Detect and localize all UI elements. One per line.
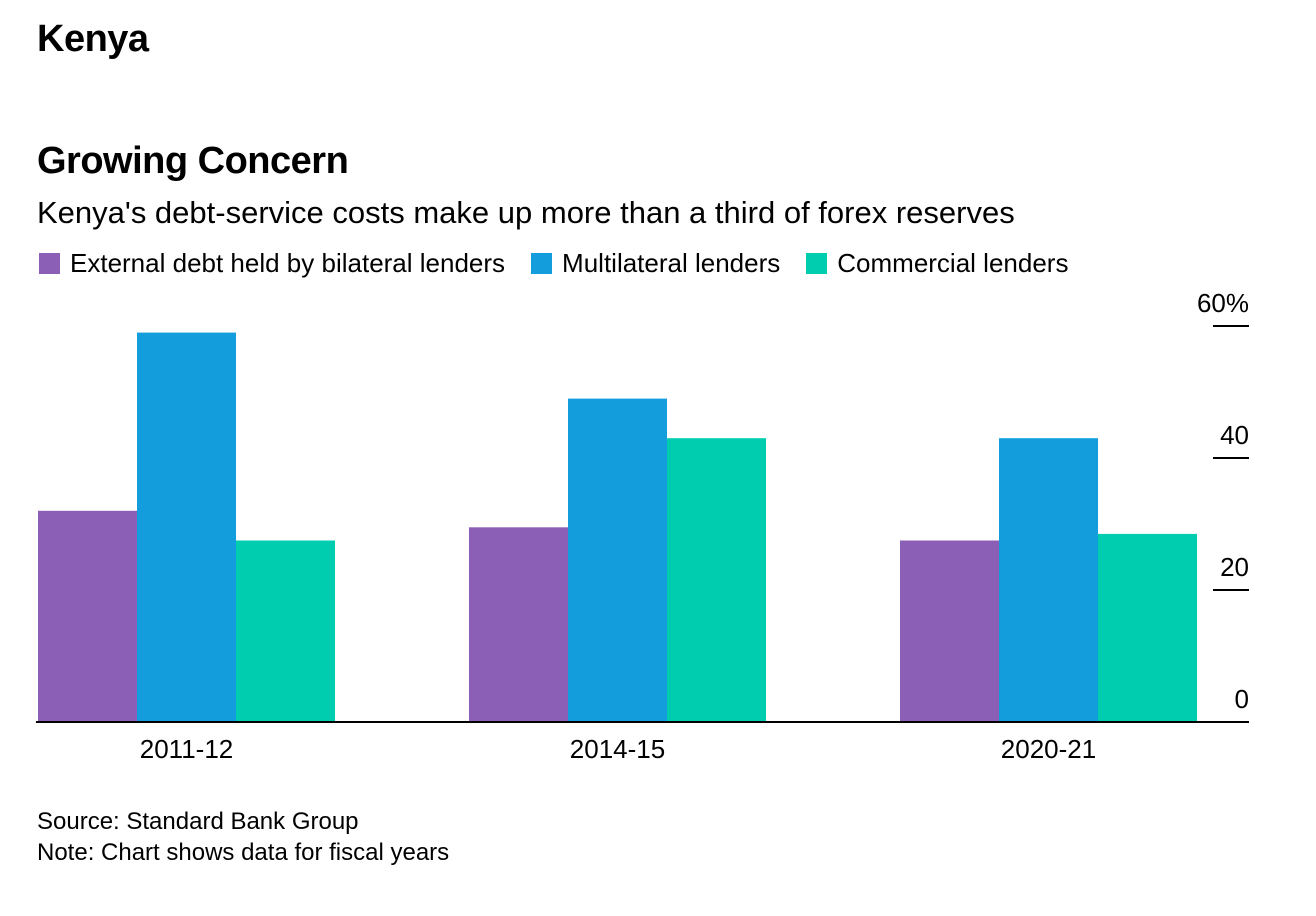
- bar-2011-12-series-0: [38, 510, 137, 722]
- chart-title: Growing Concern: [37, 140, 349, 182]
- legend-swatch-commercial: [806, 253, 828, 274]
- legend-item-commercial: Commercial lenders: [806, 248, 1068, 279]
- y-tick-label-20: 20: [1220, 552, 1249, 582]
- legend-label-multilateral: Multilateral lenders: [562, 248, 781, 278]
- y-tick-label-0: 0: [1235, 684, 1249, 714]
- bar-2020-21-series-1: [999, 438, 1098, 722]
- legend-label-bilateral: External debt held by bilateral lenders: [70, 248, 506, 278]
- header-label: Kenya: [37, 18, 149, 60]
- chart-subtitle: Kenya's debt-service costs make up more …: [37, 195, 1015, 230]
- bar-2011-12-series-1: [137, 332, 236, 722]
- bar-2014-15-series-1: [568, 398, 667, 722]
- y-tick-label-60: 60%: [1197, 288, 1249, 318]
- source-note: Source: Standard Bank Group: [37, 808, 359, 835]
- legend-item-bilateral: External debt held by bilateral lenders: [39, 248, 505, 279]
- legend-swatch-multilateral: [531, 253, 553, 274]
- y-tick-label-40: 40: [1220, 420, 1249, 450]
- bar-2014-15-series-0: [469, 527, 568, 722]
- x-tick-label-2014-15: 2014-15: [570, 734, 665, 764]
- legend-swatch-bilateral: [39, 253, 60, 274]
- x-tick-label-2020-21: 2020-21: [1001, 734, 1096, 764]
- legend: External debt held by bilateral lenders …: [39, 248, 1094, 279]
- fiscal-year-note: Note: Chart shows data for fiscal years: [37, 839, 450, 866]
- bar-2020-21-series-0: [900, 540, 999, 722]
- footer: Source: Standard Bank Group Note: Chart …: [37, 806, 449, 868]
- x-tick-label-2011-12: 2011-12: [140, 734, 234, 764]
- bar-2011-12-series-2: [236, 540, 335, 722]
- bar-2014-15-series-2: [667, 438, 766, 722]
- legend-label-commercial: Commercial lenders: [837, 248, 1069, 278]
- bar-2020-21-series-2: [1098, 533, 1197, 722]
- legend-item-multilateral: Multilateral lenders: [531, 248, 780, 279]
